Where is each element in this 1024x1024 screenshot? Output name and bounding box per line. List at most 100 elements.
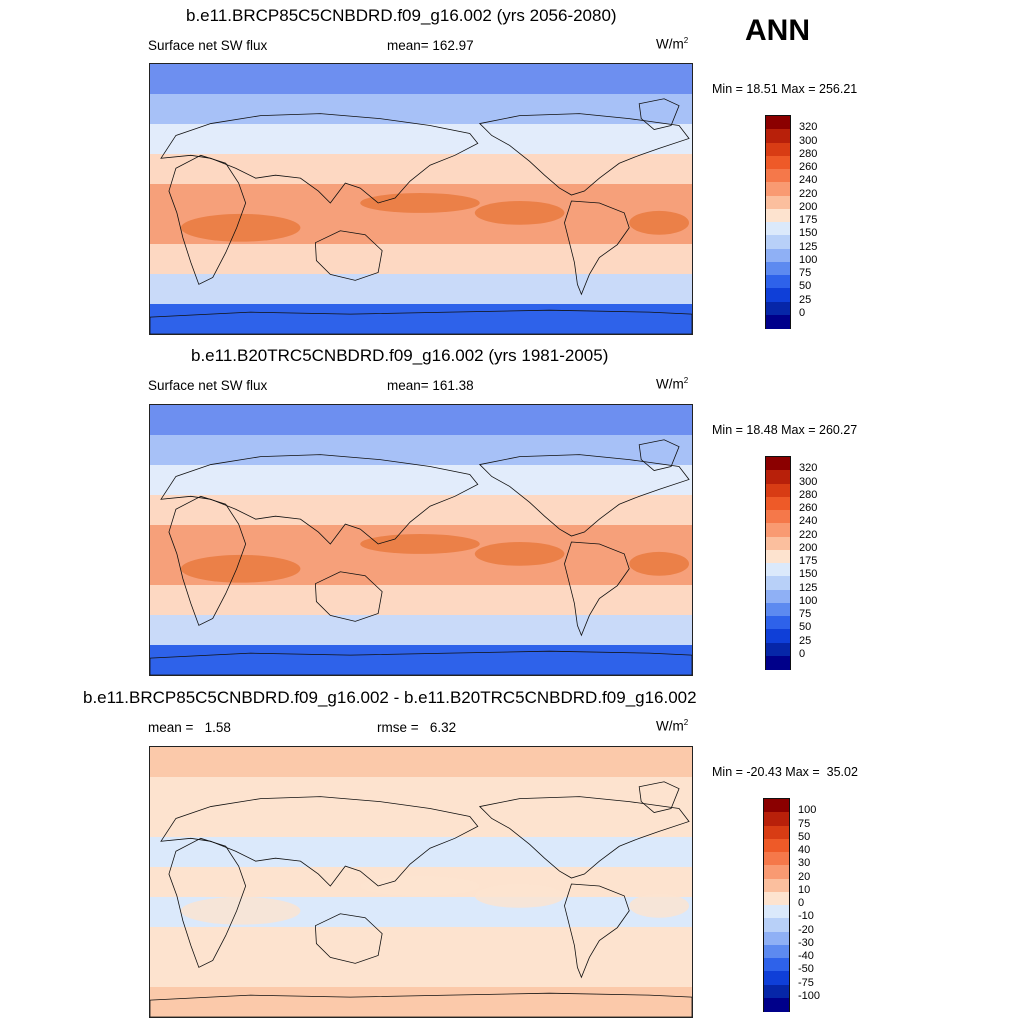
coastline [638,781,680,813]
colorbar-segment [764,905,789,919]
map-plot [149,63,693,335]
colorbar-tick-label: 280 [799,147,818,160]
latitude-band [150,987,692,1017]
latitude-band [150,405,692,436]
latitude-band [150,435,692,466]
flux-region [474,200,565,225]
latitude-band [150,304,692,334]
coastline [150,309,692,334]
latitude-band [150,837,692,868]
min-max-label: Min = 18.51 Max = 256.21 [712,82,858,96]
flux-region [629,210,690,235]
min-max-label: Min = -20.43 Max = 35.02 [712,765,858,779]
latitude-band [150,957,692,988]
coastline [478,796,690,879]
min-max-label: Min = 18.48 Max = 260.27 [712,423,858,437]
coastline [314,230,383,281]
latitude-band [150,747,692,778]
flux-region [629,551,690,576]
units-label: W/m2 [656,376,689,392]
colorbar-segment [766,549,790,564]
colorbar-tick-label: -100 [798,989,821,1002]
mean-label: mean= 162.97 [387,38,474,53]
flux-region [474,883,565,908]
colorbar-tick-label: 50 [799,280,812,293]
colorbar-segment [766,563,790,577]
latitude-band [150,645,692,675]
colorbar-segment [764,944,789,959]
colorbar-tick-label: 260 [799,502,818,514]
panel-title: b.e11.BRCP85C5CNBDRD.f09_g16.002 - b.e11… [83,688,697,707]
colorbar-segment [764,918,789,932]
flux-region [629,893,690,918]
colorbar-tick-label: 240 [799,515,818,528]
colorbar-segment [766,576,790,590]
colorbar-tick-label: 75 [798,817,811,830]
colorbar-tick-label: 320 [799,121,818,134]
colorbar-tick-label: -75 [798,976,814,989]
colorbar-tick-label: 300 [799,134,818,147]
colorbar-segment [764,958,789,972]
season-label: ANN [745,14,810,47]
colorbar-segment [766,261,790,276]
units-label: W/m2 [656,718,689,734]
colorbar-segment [764,838,789,853]
colorbar-tick-label: 175 [799,555,818,567]
colorbar-tick-label: 20 [798,870,811,883]
latitude-band [150,495,692,526]
colorbar-segment [766,629,790,643]
map-plot [149,404,693,676]
colorbar-tick-label: 25 [799,634,812,647]
flux-region [360,876,480,896]
colorbar-segment [766,496,790,511]
colorbar-segment [766,457,790,471]
colorbar-segment [764,984,789,999]
panel-title: b.e11.B20TRC5CNBDRD.f09_g16.002 (yrs 198… [191,346,609,365]
latitude-band [150,465,692,496]
colorbar-segment [764,931,789,946]
colorbar-segment [766,510,790,524]
latitude-band [150,94,692,125]
colorbar-segment [766,275,790,289]
coastline [168,495,247,626]
colorbar-segment [766,208,790,223]
colorbar-segment [766,195,790,210]
latitude-band [150,927,692,958]
colorbar [765,115,791,329]
mean-label: mean= 161.38 [387,378,474,393]
colorbar-tick-label: 280 [799,488,818,501]
colorbar-tick-label: 125 [799,581,818,594]
colorbar-segment [766,642,790,657]
colorbar-tick-label: 300 [799,475,818,488]
colorbar-segment [766,536,790,551]
colorbar-tick-label: 0 [799,306,806,319]
colorbar-tick-label: 125 [799,240,818,253]
colorbar-segment [766,182,790,196]
colorbar-segment [766,248,790,263]
colorbar-segment [766,142,790,157]
panel-title: b.e11.BRCP85C5CNBDRD.f09_g16.002 (yrs 20… [186,6,617,25]
colorbar-segment [766,314,790,329]
coastline [314,571,383,622]
colorbar-tick-label: 30 [798,857,811,870]
colorbar-tick-label: 0 [798,897,805,909]
colorbar-segment [764,812,789,826]
variable-label: Surface net SW flux [148,378,268,393]
colorbar-tick-label: 40 [798,844,811,856]
colorbar [765,456,791,670]
colorbar-tick-label: 240 [799,174,818,187]
colorbar-segment [764,878,789,893]
colorbar-tick-label: 200 [799,200,818,213]
colorbar-tick-label: 25 [799,293,812,306]
colorbar-tick-label: -40 [798,950,814,962]
colorbar-segment [766,589,790,604]
colorbar-segment [766,301,790,316]
latitude-band [150,807,692,838]
coastline [160,113,479,204]
colorbar-segment [766,288,790,302]
mean-label: mean = 1.58 [148,720,231,735]
colorbar [763,798,790,1012]
colorbar-tick-label: -20 [798,923,814,936]
colorbar-tick-label: 100 [799,594,818,607]
colorbar-segment [766,470,790,484]
